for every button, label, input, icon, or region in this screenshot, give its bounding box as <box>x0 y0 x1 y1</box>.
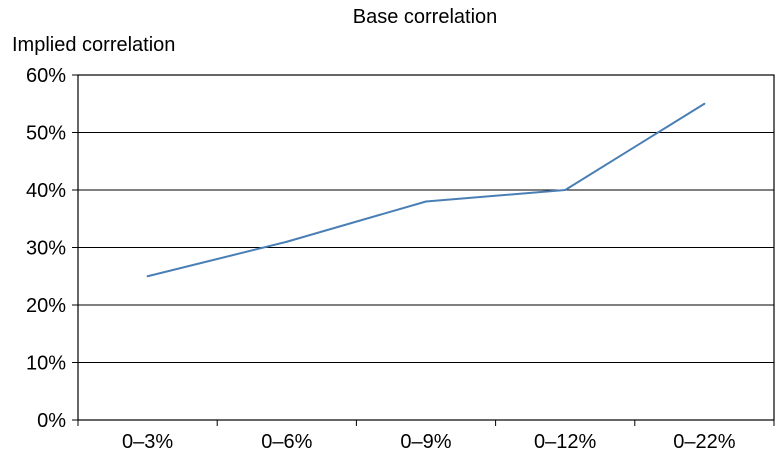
data-point-0-0 <box>146 275 149 278</box>
y-tick-label-6: 60% <box>26 65 66 87</box>
y-axis-ticks: 0% 10% 20% 30% 40% 50% 60% <box>26 65 78 432</box>
y-axis-label: Implied correlation <box>12 34 175 56</box>
y-tick-label-4: 40% <box>26 180 66 202</box>
plot-frame <box>77 74 775 421</box>
y-tick-label-3: 30% <box>26 238 66 260</box>
y-tick-label-5: 50% <box>26 123 66 145</box>
data-point-0-2 <box>425 200 427 203</box>
gridlines <box>78 74 774 363</box>
data-point-0-1 <box>285 240 288 243</box>
chart-title: Base correlation <box>353 6 498 28</box>
y-tick-label-0: 0% <box>37 410 66 432</box>
x-tick-label-1: 0–6% <box>261 431 312 453</box>
x-tick-label-4: 0–22% <box>673 431 735 453</box>
y-tick-label-2: 20% <box>26 295 66 317</box>
y-tick-label-1: 10% <box>26 353 66 375</box>
x-tick-label-2: 0–9% <box>400 431 451 453</box>
x-axis-ticks: 0–3% 0–6% 0–9% 0–12% 0–22% <box>77 420 775 453</box>
x-tick-label-0: 0–3% <box>122 431 173 453</box>
plot-border <box>77 74 775 421</box>
x-tick-label-3: 0–12% <box>534 431 596 453</box>
series-group <box>146 102 706 278</box>
data-point-0-3 <box>564 189 567 191</box>
data-point-0-4 <box>703 102 706 105</box>
